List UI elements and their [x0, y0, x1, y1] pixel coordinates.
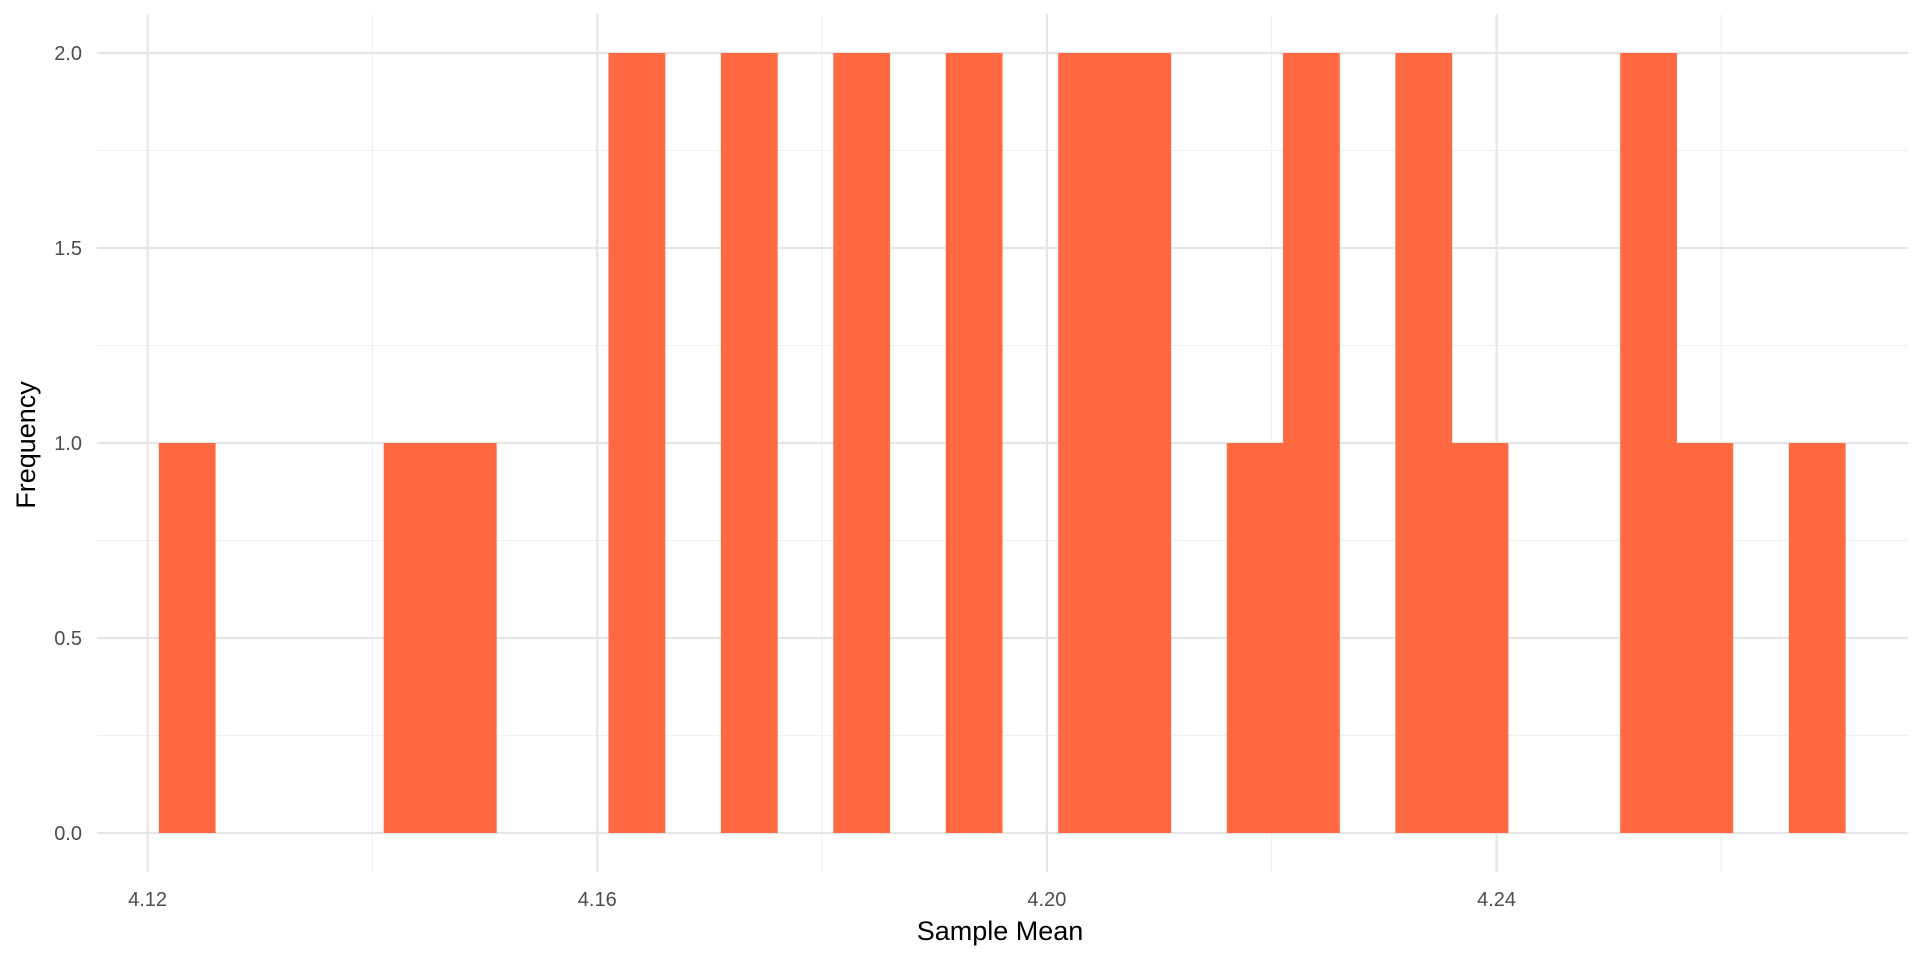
x-axis-title: Sample Mean	[917, 916, 1084, 946]
histogram-bar	[383, 443, 441, 833]
y-axis-title: Frequency	[11, 381, 41, 509]
y-tick-label: 1.5	[54, 238, 82, 260]
histogram-bar	[608, 53, 666, 833]
histogram-bar	[720, 53, 778, 833]
histogram-bar	[1226, 443, 1284, 833]
y-tick-label: 0.0	[54, 823, 82, 845]
histogram-bar	[945, 53, 1003, 833]
histogram-bar	[1114, 53, 1172, 833]
histogram-bars	[158, 53, 1846, 833]
x-tick-label: 4.12	[128, 889, 167, 911]
x-tick-label: 4.20	[1027, 889, 1066, 911]
y-tick-label: 2.0	[54, 43, 82, 65]
histogram-bar	[158, 443, 216, 833]
x-axis-tick-labels: 4.12 4.16 4.20 4.24	[128, 889, 1516, 911]
histogram-bar	[1676, 443, 1734, 833]
histogram-bar	[1058, 53, 1115, 833]
histogram-bar	[1282, 53, 1340, 833]
histogram-bar	[833, 53, 891, 833]
histogram-bar	[1788, 443, 1846, 833]
histogram-bar	[1451, 443, 1509, 833]
y-axis-tick-labels: 0.0 0.5 1.0 1.5 2.0	[54, 43, 82, 845]
x-tick-label: 4.16	[578, 889, 617, 911]
histogram-bar	[439, 443, 497, 833]
y-tick-label: 0.5	[54, 628, 82, 650]
histogram-bar	[1620, 53, 1678, 833]
histogram-bar	[1395, 53, 1453, 833]
x-tick-label: 4.24	[1477, 889, 1516, 911]
y-tick-label: 1.0	[54, 433, 82, 455]
